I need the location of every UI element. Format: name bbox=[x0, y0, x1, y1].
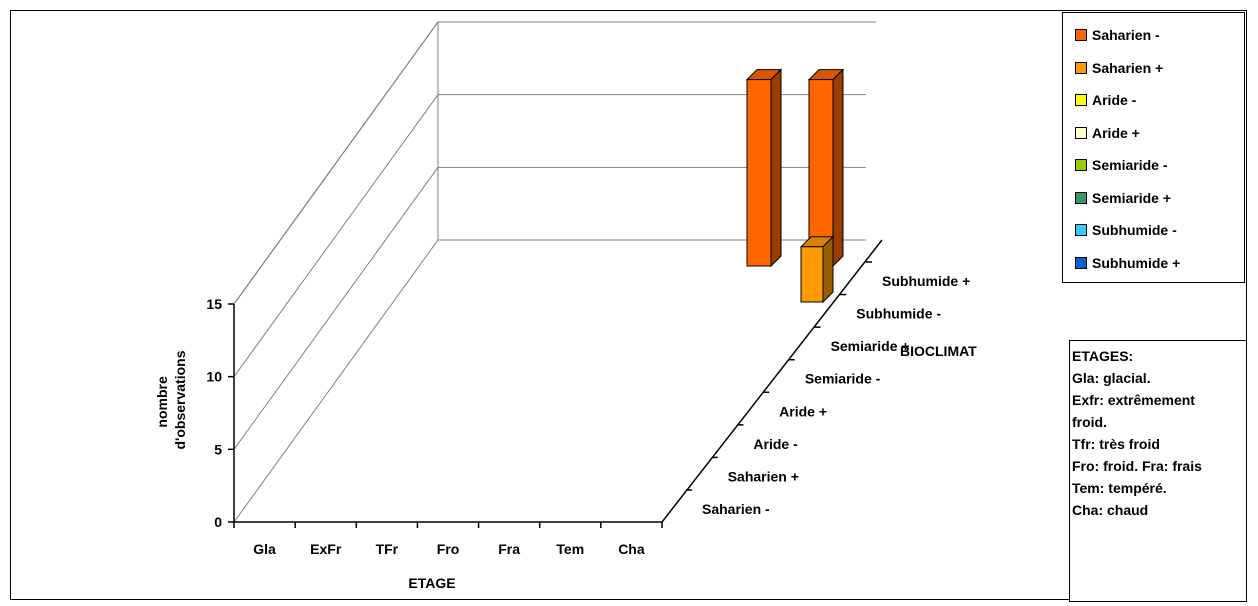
legend-label: Aride - bbox=[1092, 92, 1137, 108]
y-axis-title: nombre d'observations bbox=[154, 350, 188, 449]
legend-label: Semiaride - bbox=[1092, 157, 1168, 173]
legend-swatch bbox=[1075, 29, 1087, 41]
x-tick-label: Fra bbox=[498, 541, 520, 557]
legend-swatch bbox=[1075, 191, 1087, 204]
x-tick-label: ExFr bbox=[310, 541, 342, 557]
note-line: Fro: froid. Fra: frais bbox=[1072, 458, 1202, 474]
gridline-side bbox=[233, 94, 439, 377]
legend-label: Saharien + bbox=[1092, 59, 1164, 76]
x-tick-label: Gla bbox=[253, 541, 276, 557]
gridline-side bbox=[233, 167, 439, 450]
y-tick-label: 15 bbox=[206, 296, 222, 312]
bars bbox=[745, 68, 845, 304]
legend-swatch bbox=[1075, 224, 1087, 236]
depth-tick-label: Saharien - bbox=[702, 501, 770, 517]
note-line: froid. bbox=[1072, 414, 1107, 430]
legend: Saharien - Saharien + Aride - Aride + Semiar… bbox=[1062, 12, 1245, 283]
gridline-side bbox=[233, 21, 439, 305]
depth-tick-labels: Saharien - Saharien + Aride - Aride + Semiar… bbox=[686, 261, 970, 517]
legend-label: Aride + bbox=[1092, 124, 1140, 141]
bar-Saharien-Tem-front bbox=[746, 79, 772, 267]
y-axis-title-line-1: nombre bbox=[154, 376, 170, 428]
bar-Saharien-Tem bbox=[745, 68, 783, 268]
y-tick-label: 5 bbox=[214, 441, 222, 457]
legend-swatch bbox=[1075, 256, 1087, 269]
legend-swatch bbox=[1075, 61, 1087, 74]
depth-tick-label: Semiaride - bbox=[805, 371, 881, 387]
legend-item: Saharien - bbox=[1075, 25, 1160, 45]
bar-Saharien-Cha bbox=[799, 235, 835, 304]
back-wall-outline bbox=[233, 20, 439, 522]
note-line: ETAGES: bbox=[1072, 348, 1134, 364]
legend-swatch bbox=[1075, 159, 1087, 171]
bar-Saharien-Cha-side bbox=[822, 235, 834, 304]
legend-item: Aride + bbox=[1075, 123, 1140, 143]
depth-tick-label: Subhumide - bbox=[856, 306, 941, 322]
x-tick-label: Cha bbox=[618, 541, 645, 557]
chart-frame bbox=[10, 10, 1247, 600]
depth-tick-label: Aride + bbox=[779, 403, 827, 419]
legend-swatch bbox=[1075, 126, 1087, 139]
bar-Saharien-Cha-front bbox=[800, 246, 824, 303]
legend-label: Subhumide - bbox=[1092, 222, 1177, 238]
depth-tick-label: Semiaride + bbox=[831, 338, 910, 354]
note-line: Tem: tempéré. bbox=[1072, 480, 1167, 496]
note-line: Gla: glacial. bbox=[1072, 370, 1151, 386]
depth-tick-label: Saharien + bbox=[728, 468, 799, 484]
y-tick-label: 0 bbox=[214, 514, 222, 530]
etages-note: ETAGES: Gla: glacial. Exfr: extrêmement fro… bbox=[1069, 340, 1247, 602]
legend-label: Semiaride + bbox=[1092, 189, 1171, 206]
bar-Saharien-Tem-side bbox=[770, 68, 782, 268]
note-line: Tfr: très froid bbox=[1072, 436, 1160, 452]
legend-item: Subhumide + bbox=[1075, 253, 1180, 273]
x-tick-label: Tem bbox=[556, 541, 584, 557]
x-tick-labels: Gla ExFr TFr Fro Fra Tem Cha bbox=[233, 522, 663, 557]
y-tick-labels: 0 5 10 15 bbox=[206, 296, 234, 530]
depth-tick-label: Subhumide + bbox=[882, 273, 970, 289]
legend-item: Aride - bbox=[1075, 90, 1136, 110]
note-line: Cha: chaud bbox=[1072, 502, 1149, 518]
depth-axis-line bbox=[661, 239, 883, 523]
legend-item: Semiaride + bbox=[1075, 188, 1171, 208]
x-tick-label: TFr bbox=[376, 541, 399, 557]
gridlines bbox=[233, 21, 866, 450]
y-tick-label: 10 bbox=[206, 369, 222, 385]
x-tick-label: Fro bbox=[437, 541, 460, 557]
axes bbox=[233, 239, 883, 523]
legend-item: Subhumide - bbox=[1075, 220, 1177, 240]
legend-swatch bbox=[1075, 94, 1087, 106]
note-line: Exfr: extrêmement bbox=[1072, 392, 1195, 408]
legend-label: Saharien - bbox=[1092, 27, 1160, 43]
floor-left-edge bbox=[233, 239, 439, 523]
z-axis-title: BIOCLIMAT bbox=[900, 343, 977, 359]
depth-tick-label: Aride - bbox=[753, 436, 798, 452]
x-axis-title: ETAGE bbox=[408, 575, 455, 591]
y-axis-title-line-2: d'observations bbox=[172, 350, 188, 449]
legend-item: Semiaride - bbox=[1075, 155, 1167, 175]
bar-Saharien-Cha bbox=[807, 68, 845, 268]
bar-Saharien-Cha-front bbox=[808, 79, 834, 267]
bar-Saharien-Cha-side bbox=[832, 68, 844, 268]
legend-label: Subhumide + bbox=[1092, 254, 1181, 271]
legend-item: Saharien + bbox=[1075, 58, 1163, 78]
